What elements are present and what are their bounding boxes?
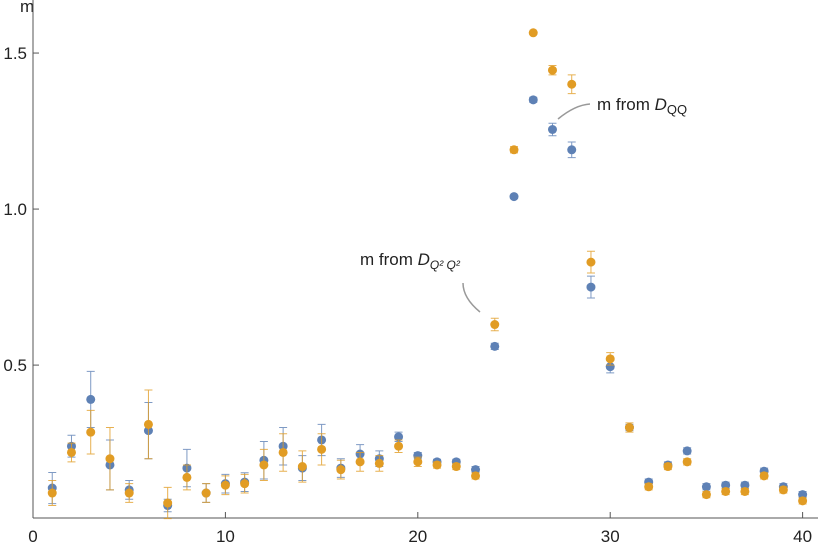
point xyxy=(240,479,250,489)
point xyxy=(47,488,57,498)
annotation-text: m from xyxy=(360,250,418,269)
point xyxy=(586,282,596,292)
point xyxy=(86,394,96,404)
point xyxy=(105,454,115,464)
annotation-subscript: Q² Q² xyxy=(430,258,461,272)
point xyxy=(721,486,731,496)
x-tick-label: 10 xyxy=(216,527,235,546)
point xyxy=(394,441,404,451)
point xyxy=(182,472,192,482)
point xyxy=(259,460,269,470)
point xyxy=(778,485,788,495)
point xyxy=(605,362,615,372)
point xyxy=(605,354,615,364)
point xyxy=(740,486,750,496)
point xyxy=(682,457,692,467)
y-tick-label: 1.0 xyxy=(3,200,27,219)
point xyxy=(413,457,423,467)
annotation-symbol: D xyxy=(418,250,430,269)
point xyxy=(163,498,173,508)
point xyxy=(490,320,500,330)
annotation: m from DQQ xyxy=(597,95,687,117)
point xyxy=(394,432,404,442)
point xyxy=(509,145,519,155)
point xyxy=(701,490,711,500)
point xyxy=(143,419,153,429)
point xyxy=(759,471,769,481)
leader-line xyxy=(557,103,591,120)
point xyxy=(682,446,692,456)
point xyxy=(644,482,654,492)
point xyxy=(663,462,673,472)
point xyxy=(624,423,634,433)
annotation-text: m from xyxy=(597,95,655,114)
point xyxy=(528,28,538,38)
point xyxy=(471,465,481,475)
point xyxy=(547,125,557,134)
point xyxy=(86,427,96,437)
point xyxy=(490,341,500,351)
point xyxy=(124,488,134,498)
point xyxy=(721,480,731,490)
point xyxy=(355,457,365,467)
point xyxy=(297,462,307,472)
annotation-subscript: QQ xyxy=(667,102,687,117)
point xyxy=(374,458,384,468)
annotation: m from DQ² Q² xyxy=(360,250,461,272)
y-tick-label: 1.5 xyxy=(3,44,27,63)
y-tick-label: 0.5 xyxy=(3,356,27,375)
x-tick-label: 30 xyxy=(601,527,620,546)
point xyxy=(432,460,442,470)
point xyxy=(567,145,577,155)
point xyxy=(528,95,538,105)
point xyxy=(740,480,750,490)
x-tick-label: 40 xyxy=(793,527,812,546)
point xyxy=(701,482,711,492)
x-tick-label: 0 xyxy=(28,527,37,546)
point xyxy=(567,79,577,89)
leader-line xyxy=(462,282,481,313)
x-tick-label: 20 xyxy=(408,527,427,546)
point xyxy=(451,462,461,472)
point xyxy=(798,496,808,506)
point xyxy=(547,65,557,75)
point xyxy=(586,257,596,267)
point xyxy=(509,192,519,202)
point xyxy=(66,447,76,457)
y-axis-label: m xyxy=(20,0,34,16)
point xyxy=(413,451,423,461)
point xyxy=(798,490,808,500)
point xyxy=(471,471,481,481)
annotation-symbol: D xyxy=(655,95,667,114)
point xyxy=(317,444,327,454)
point xyxy=(336,465,346,475)
point xyxy=(220,480,230,490)
point xyxy=(278,447,288,457)
point xyxy=(201,488,211,498)
